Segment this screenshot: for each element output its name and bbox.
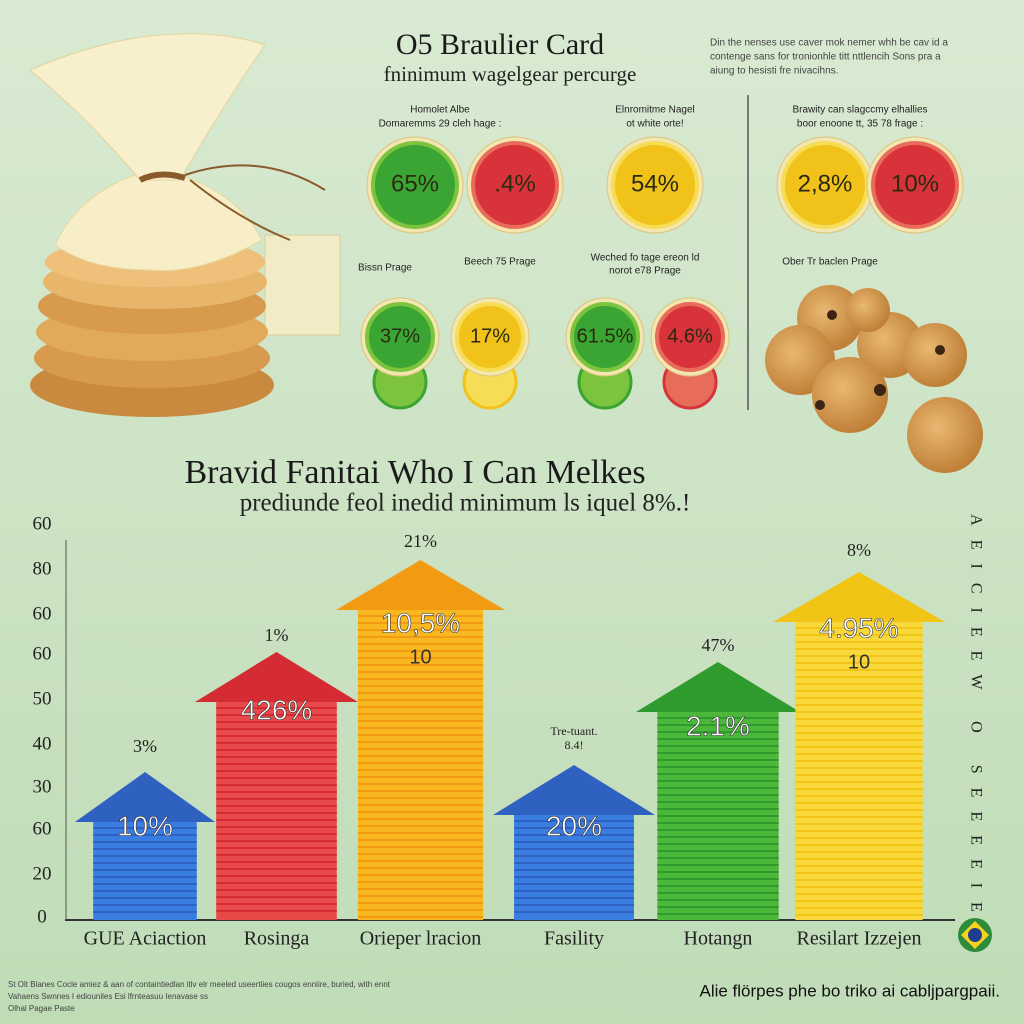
axis-label: 60 bbox=[33, 643, 52, 664]
group-caption: boor enoone tt, 35 78 frage : bbox=[797, 119, 923, 130]
bar-body bbox=[795, 622, 923, 920]
category-label: Fasility bbox=[544, 928, 604, 950]
group-caption: Homolet Albe bbox=[410, 105, 470, 116]
bar-inner-label: 426% bbox=[241, 694, 313, 725]
group-caption: Ober Tr baclen Prage bbox=[782, 257, 878, 268]
disk-value: .4% bbox=[494, 170, 535, 197]
disk bbox=[611, 141, 699, 229]
axis-label: 50 bbox=[33, 688, 52, 709]
disk-value: 54% bbox=[631, 170, 679, 197]
bar-roof bbox=[75, 772, 215, 822]
bar-roof bbox=[773, 572, 945, 622]
bar-roof bbox=[195, 652, 358, 702]
footer-brand: Alie flörpes phe bo triko ai cabljpargpa… bbox=[699, 981, 1000, 1000]
bar-inner-label: 20% bbox=[546, 810, 602, 841]
group-caption: Elnromitme Nagel bbox=[615, 105, 694, 116]
disk bbox=[570, 302, 640, 372]
category-label: Resilart Izzejen bbox=[797, 928, 922, 950]
subtitle: fninimum wagelgear percurge bbox=[384, 62, 637, 86]
bar-roof bbox=[493, 765, 655, 815]
group-caption: Bissn Prage bbox=[358, 263, 412, 274]
axis-label: 60 bbox=[33, 513, 52, 534]
axis-label: 80 bbox=[33, 558, 52, 579]
group-caption: Beech 75 Prage bbox=[464, 257, 536, 268]
cookie-illustration bbox=[29, 33, 341, 417]
note: contenge sans for tronionhle titt nttlen… bbox=[710, 52, 941, 63]
bar-inner-label: 10 bbox=[409, 646, 431, 668]
group-caption: Brawity can slagccmy elhallies bbox=[792, 105, 927, 116]
disk bbox=[471, 141, 559, 229]
section-title: Bravid Fanitai Who I Can Melkes bbox=[184, 454, 645, 491]
bar-top-label: 47% bbox=[702, 635, 735, 655]
disk-value: 37% bbox=[380, 325, 420, 347]
category-label: Hotangn bbox=[684, 928, 753, 950]
bar-roof bbox=[336, 560, 505, 610]
side-text: AEICIEEW O SEEEEIE bbox=[967, 514, 984, 926]
disk-value: 17% bbox=[470, 325, 510, 347]
category-label: GUE Aciaction bbox=[84, 928, 207, 950]
bar-inner-label: 2.1% bbox=[686, 710, 750, 741]
bar-body bbox=[216, 702, 337, 920]
disk-value: 10% bbox=[891, 170, 939, 197]
axis-label: 60 bbox=[33, 603, 52, 624]
bar-top-label: 8% bbox=[847, 540, 871, 560]
footer-note: Vahaens Swnnes I ediouniles Esi lfrnteas… bbox=[8, 992, 208, 1001]
category-label: Rosinga bbox=[244, 928, 310, 950]
bar-roof bbox=[636, 662, 800, 712]
bar-top-label: 3% bbox=[133, 736, 157, 756]
group-caption: Domaremms 29 cleh hage : bbox=[379, 119, 502, 130]
bar-top-label: Tre-tuant. bbox=[550, 724, 597, 738]
axis-label: 60 bbox=[33, 818, 52, 839]
bar-inner-label: 10% bbox=[117, 810, 173, 841]
note: Din the nenses use caver mok nemer whh b… bbox=[710, 38, 948, 49]
disk bbox=[455, 302, 525, 372]
axis-label: 20 bbox=[33, 863, 52, 884]
section-subtitle: prediunde feol inedid minimum ls iquel 8… bbox=[240, 490, 691, 517]
disk bbox=[871, 141, 959, 229]
disk-value: 61.5% bbox=[577, 325, 634, 347]
disk-value: 4.6% bbox=[667, 325, 713, 347]
disk-value: 2,8% bbox=[798, 170, 853, 197]
axis-label: 0 bbox=[37, 906, 47, 927]
disk bbox=[365, 302, 435, 372]
title: O5 Braulier Card bbox=[396, 28, 604, 61]
category-label: Orieper lracion bbox=[360, 928, 482, 950]
bar-inner-label: 4.95% bbox=[819, 612, 898, 643]
bar-inner-label: 10 bbox=[848, 651, 870, 673]
disk bbox=[371, 141, 459, 229]
bar-top-label: 8.4! bbox=[565, 738, 584, 752]
cookies-right bbox=[765, 285, 983, 473]
bar-top-label: 21% bbox=[404, 531, 437, 551]
group-caption: Weched fo tage ereon ld bbox=[591, 253, 700, 264]
footer-note: St Olt Blanes Cocle amiez & aan of conta… bbox=[8, 980, 391, 989]
footer-note: Olhal Pagae Paste bbox=[8, 1004, 75, 1013]
bar-top-label: 1% bbox=[265, 625, 289, 645]
disk bbox=[655, 302, 725, 372]
bar-body bbox=[514, 815, 634, 920]
note: aiung to hesisti fre nivacihns. bbox=[710, 66, 838, 77]
axis-label: 40 bbox=[33, 733, 52, 754]
flag-badge bbox=[968, 928, 982, 942]
group-caption: norot e78 Prage bbox=[609, 266, 681, 277]
disk-value: 65% bbox=[391, 170, 439, 197]
axis-label: 30 bbox=[33, 776, 52, 797]
bar-inner-label: 10,5% bbox=[381, 607, 460, 638]
group-caption: ot white orte! bbox=[626, 119, 683, 130]
